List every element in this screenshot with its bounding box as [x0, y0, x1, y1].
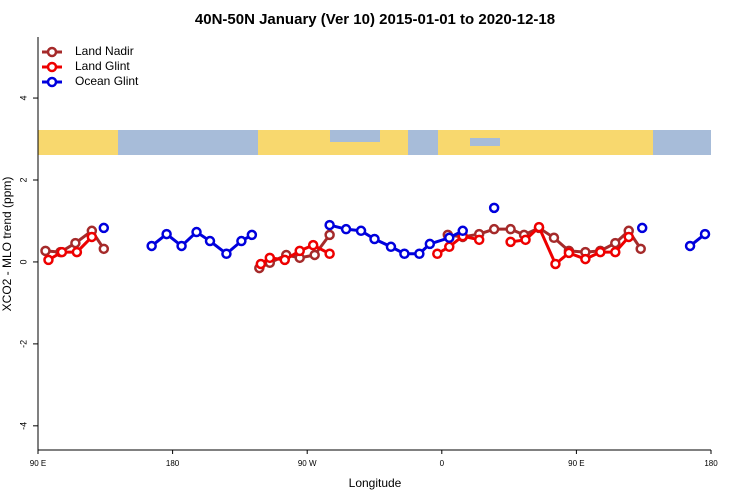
point — [98, 243, 110, 255]
point — [176, 240, 187, 252]
x-tick-label: 90 E — [568, 459, 584, 468]
point — [610, 246, 621, 258]
legend-label: Ocean Glint — [75, 74, 139, 88]
point — [399, 248, 410, 259]
x-tick-label: 180 — [166, 459, 180, 468]
point — [161, 228, 172, 240]
y-tick-label: 4 — [18, 96, 28, 101]
point — [191, 226, 202, 238]
legend-marker — [46, 61, 58, 73]
point — [43, 254, 54, 266]
point — [473, 234, 485, 246]
point — [548, 232, 560, 244]
point — [520, 234, 531, 246]
point — [294, 245, 305, 257]
point — [623, 231, 634, 243]
point — [424, 238, 436, 250]
y-axis-label: XCO2 - MLO trend (ppm) — [0, 177, 14, 312]
point — [684, 240, 696, 252]
point — [255, 258, 267, 270]
point — [86, 231, 98, 243]
point — [414, 248, 425, 259]
y-tick-label: 2 — [18, 177, 28, 182]
point — [324, 219, 335, 231]
point — [444, 241, 455, 253]
point — [488, 202, 500, 214]
x-tick-label: 180 — [704, 459, 718, 468]
point — [204, 235, 216, 247]
point — [533, 221, 545, 233]
point — [246, 229, 258, 241]
point — [385, 241, 397, 253]
chart-title: 40N-50N January (Ver 10) 2015-01-01 to 2… — [195, 11, 555, 28]
point — [236, 235, 247, 247]
point — [505, 223, 516, 235]
point — [635, 243, 646, 255]
point — [369, 233, 380, 245]
point — [146, 240, 157, 252]
point — [71, 246, 83, 258]
point — [307, 239, 319, 251]
point — [610, 237, 621, 249]
legend-marker — [46, 46, 58, 58]
point — [444, 232, 455, 244]
legend-label: Land Glint — [75, 59, 130, 73]
point — [40, 245, 51, 257]
series-line — [47, 224, 630, 267]
point — [457, 225, 468, 237]
point — [56, 246, 68, 258]
y-tick-label: 0 — [18, 259, 28, 264]
point — [324, 229, 335, 241]
point — [98, 222, 110, 234]
point — [595, 246, 606, 258]
point — [264, 252, 276, 264]
x-tick-label: 90 E — [30, 459, 46, 468]
point — [580, 253, 591, 265]
point — [563, 247, 575, 259]
x-tick-label: 0 — [440, 459, 445, 468]
point — [221, 248, 232, 259]
point — [70, 237, 81, 249]
x-tick-label: 90 W — [298, 459, 317, 468]
point — [636, 222, 648, 234]
point — [279, 254, 291, 266]
legend-marker — [46, 76, 58, 88]
point — [488, 223, 500, 235]
point — [505, 236, 516, 248]
y-tick-label: -2 — [18, 340, 28, 348]
point — [355, 225, 367, 237]
point — [340, 223, 352, 235]
point — [432, 248, 443, 259]
x-axis-label: Longitude — [349, 476, 402, 490]
point — [309, 249, 320, 261]
point — [550, 258, 561, 270]
legend-label: Land Nadir — [75, 44, 134, 58]
map-strip — [38, 130, 711, 155]
point — [324, 248, 335, 259]
y-tick-label: -4 — [18, 422, 28, 430]
point — [699, 228, 711, 240]
